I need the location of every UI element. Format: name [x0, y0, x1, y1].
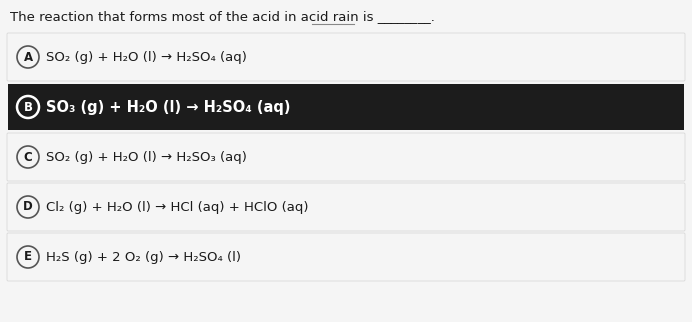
FancyBboxPatch shape [7, 233, 685, 281]
Text: E: E [24, 251, 32, 263]
FancyBboxPatch shape [7, 183, 685, 231]
Text: A: A [24, 51, 33, 63]
Text: D: D [23, 201, 33, 213]
Circle shape [17, 246, 39, 268]
Text: B: B [24, 100, 33, 113]
Circle shape [17, 196, 39, 218]
Text: H₂S (g) + 2 O₂ (g) → H₂SO₄ (l): H₂S (g) + 2 O₂ (g) → H₂SO₄ (l) [46, 251, 241, 263]
Text: C: C [24, 150, 33, 164]
FancyBboxPatch shape [7, 33, 685, 81]
Circle shape [17, 46, 39, 68]
FancyBboxPatch shape [8, 84, 684, 130]
Circle shape [17, 146, 39, 168]
Text: SO₂ (g) + H₂O (l) → H₂SO₄ (aq): SO₂ (g) + H₂O (l) → H₂SO₄ (aq) [46, 51, 247, 63]
Text: The reaction that forms most of the acid in acid rain is ________.: The reaction that forms most of the acid… [10, 10, 435, 23]
Text: SO₃ (g) + H₂O (l) → H₂SO₄ (aq): SO₃ (g) + H₂O (l) → H₂SO₄ (aq) [46, 99, 291, 115]
Text: Cl₂ (g) + H₂O (l) → HCl (aq) + HClO (aq): Cl₂ (g) + H₂O (l) → HCl (aq) + HClO (aq) [46, 201, 309, 213]
Text: SO₂ (g) + H₂O (l) → H₂SO₃ (aq): SO₂ (g) + H₂O (l) → H₂SO₃ (aq) [46, 150, 247, 164]
FancyBboxPatch shape [7, 133, 685, 181]
Circle shape [17, 96, 39, 118]
